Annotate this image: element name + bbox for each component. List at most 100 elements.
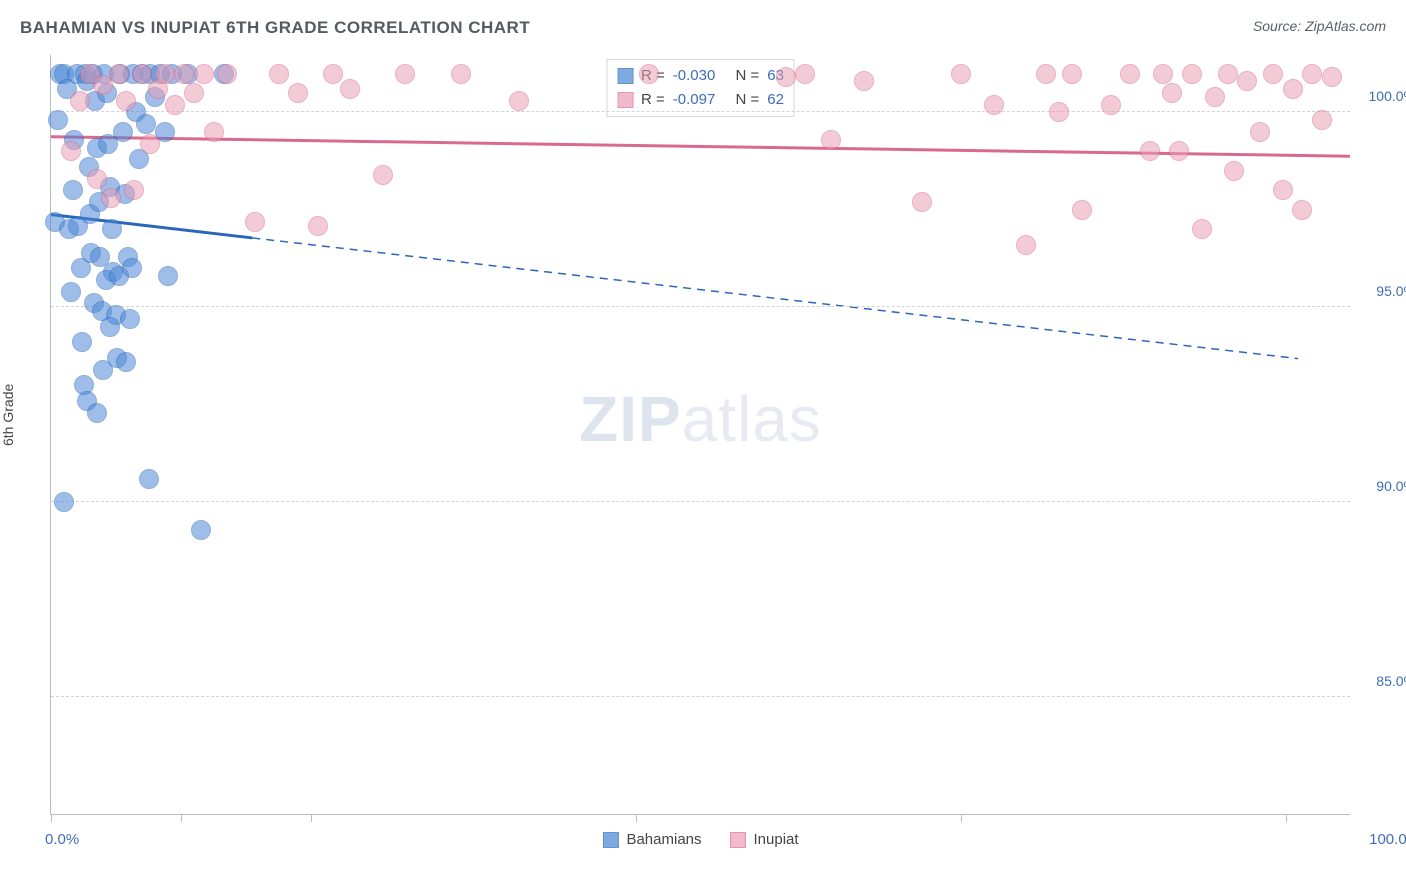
point-bahamians [54,492,74,512]
swatch-inupiat-icon [617,92,633,108]
point-inupiat [124,180,144,200]
point-inupiat [451,64,471,84]
point-bahamians [75,64,95,84]
x-axis-min-label: 0.0% [45,831,79,848]
point-inupiat [1182,64,1202,84]
point-inupiat [1250,122,1270,142]
point-bahamians [98,134,118,154]
point-inupiat [87,169,107,189]
y-axis-label: 6th Grade [0,384,16,446]
x-tick-mark [311,814,312,822]
point-inupiat [1120,64,1140,84]
n-label: N = [736,64,760,88]
watermark-rest: atlas [682,383,822,455]
y-tick-label: 85.0% [1358,673,1406,689]
point-inupiat [61,141,81,161]
point-inupiat [340,79,360,99]
point-bahamians [71,258,91,278]
point-inupiat [217,64,237,84]
point-inupiat [288,83,308,103]
point-bahamians [191,520,211,540]
gridline [51,306,1350,307]
point-bahamians [139,469,159,489]
point-inupiat [93,75,113,95]
point-bahamians [100,177,120,197]
legend-item-inupiat: Inupiat [730,831,799,848]
point-inupiat [1016,235,1036,255]
source-value: ZipAtlas.com [1305,18,1386,34]
point-inupiat [1153,64,1173,84]
point-inupiat [174,64,194,84]
correlation-legend: R = -0.030 N = 63 R = -0.097 N = 62 [606,59,795,117]
x-tick-mark [636,814,637,822]
point-bahamians [80,204,100,224]
point-bahamians [92,301,112,321]
point-inupiat [155,64,175,84]
chart-container: BAHAMIAN VS INUPIAT 6TH GRADE CORRELATIO… [0,0,1406,892]
point-bahamians [81,243,101,263]
point-bahamians [109,266,129,286]
n-value-bahamians: 63 [767,64,784,88]
watermark: ZIPatlas [579,382,822,456]
point-bahamians [113,122,133,142]
swatch-inupiat-icon [730,832,746,848]
point-bahamians [68,216,88,236]
point-inupiat [1273,180,1293,200]
legend-row-inupiat: R = -0.097 N = 62 [617,88,784,112]
point-inupiat [1036,64,1056,84]
point-inupiat [245,212,265,232]
point-inupiat [1237,71,1257,91]
gridline [51,696,1350,697]
point-bahamians [48,110,68,130]
gridline [51,501,1350,502]
swatch-bahamians-icon [602,832,618,848]
r-label: R = [641,88,665,112]
point-inupiat [1205,87,1225,107]
series-legend: Bahamians Inupiat [602,831,798,848]
point-bahamians [118,247,138,267]
point-bahamians [122,258,142,278]
point-bahamians [94,64,114,84]
point-bahamians [57,79,77,99]
r-value-inupiat: -0.097 [673,88,716,112]
point-inupiat [1162,83,1182,103]
point-inupiat [132,64,152,84]
chart-title: BAHAMIAN VS INUPIAT 6TH GRADE CORRELATIO… [20,18,530,37]
point-inupiat [1192,219,1212,239]
point-bahamians [110,64,130,84]
point-bahamians [84,293,104,313]
r-label: R = [641,64,665,88]
n-label: N = [736,88,760,112]
point-inupiat [80,64,100,84]
point-bahamians [77,391,97,411]
point-bahamians [45,212,65,232]
point-bahamians [214,64,234,84]
point-bahamians [103,262,123,282]
point-bahamians [107,348,127,368]
watermark-bold: ZIP [579,383,682,455]
point-inupiat [1283,79,1303,99]
point-inupiat [1312,110,1332,130]
n-value-inupiat: 62 [767,88,784,112]
point-bahamians [178,64,198,84]
point-inupiat [148,79,168,99]
point-bahamians [77,71,97,91]
point-bahamians [79,157,99,177]
point-bahamians [100,317,120,337]
point-bahamians [61,282,81,302]
point-bahamians [54,64,74,84]
point-bahamians [120,309,140,329]
point-bahamians [123,64,143,84]
x-tick-mark [961,814,962,822]
point-inupiat [1224,161,1244,181]
point-bahamians [96,270,116,290]
point-inupiat [109,64,129,84]
point-bahamians [74,375,94,395]
x-axis-max-label: 100.0% [1369,831,1406,848]
legend-label-bahamians: Bahamians [626,831,701,848]
point-inupiat [1322,67,1342,87]
point-inupiat [116,91,136,111]
point-inupiat [101,188,121,208]
r-value-bahamians: -0.030 [673,64,716,88]
swatch-bahamians-icon [617,68,633,84]
